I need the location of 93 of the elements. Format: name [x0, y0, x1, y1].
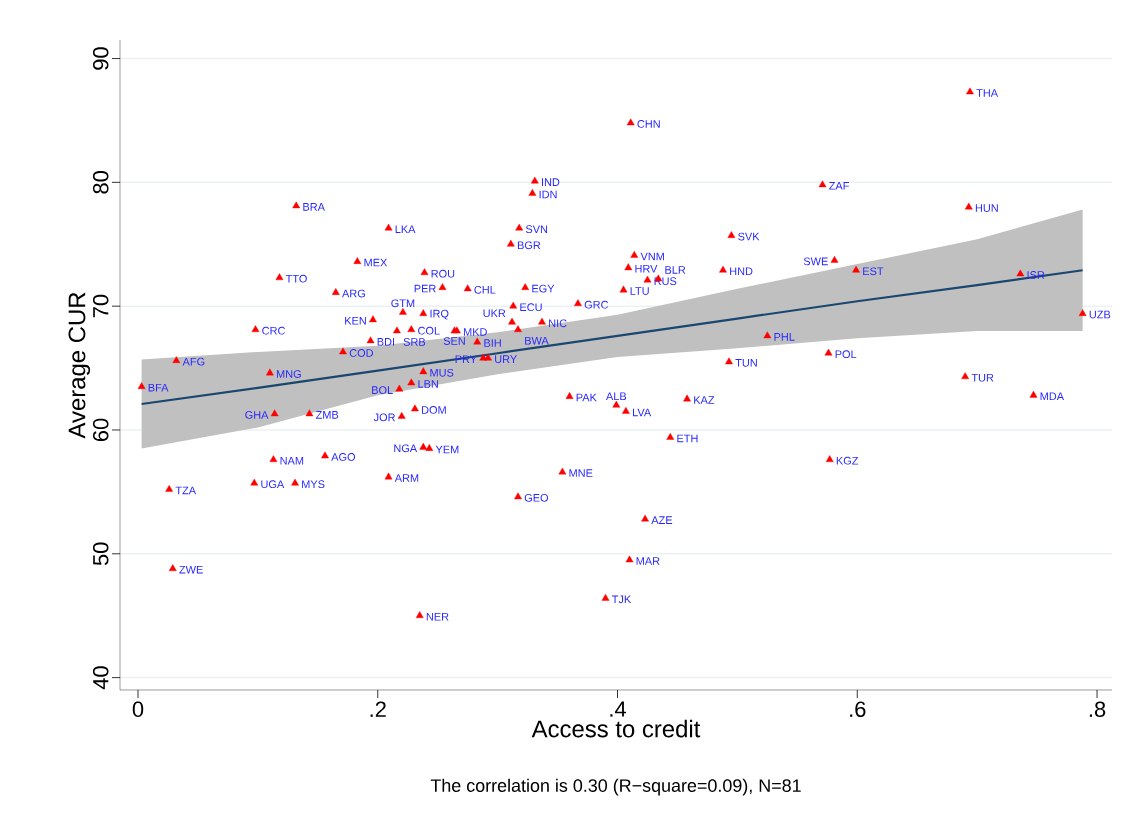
- annotation: HND: [730, 267, 753, 276]
- annotation: DOM: [422, 406, 446, 414]
- annotation: EST: [863, 267, 884, 276]
- annotation: UZB: [1089, 310, 1111, 319]
- y-axis-title: Average CUR: [68, 292, 91, 439]
- annotation: GTM: [391, 299, 415, 308]
- annotation: NIC: [549, 319, 567, 328]
- annotation: UKR: [483, 309, 506, 318]
- y-tick-label: 70: [92, 294, 109, 318]
- annotation: TTO: [285, 274, 307, 283]
- annotation: NER: [426, 612, 449, 621]
- annotation: MNG: [276, 370, 301, 378]
- annotation: ZAF: [829, 182, 849, 190]
- annotation: BDI: [377, 338, 395, 346]
- annotation: AZE: [651, 516, 673, 524]
- annotation: IND: [542, 178, 560, 186]
- annotation: ECU: [520, 303, 542, 312]
- annotation: THA: [976, 89, 999, 97]
- annotation: ZWE: [179, 565, 203, 574]
- annotation: UGA: [261, 480, 285, 489]
- annotation: LKA: [395, 225, 416, 233]
- x-tick-label: .8: [1089, 701, 1106, 718]
- annotation: GRC: [584, 300, 609, 309]
- annotation: JOR: [373, 413, 396, 422]
- annotation: PER: [414, 284, 436, 293]
- y-tick-label: 80: [92, 171, 109, 194]
- annotation: IDN: [539, 190, 557, 199]
- annotation: COD: [349, 349, 374, 357]
- annotation: TUN: [735, 359, 757, 367]
- annotation: AGO: [331, 453, 356, 461]
- annotation: ARG: [342, 289, 365, 298]
- y-tick-label: 90: [92, 47, 109, 70]
- annotation: GHA: [245, 411, 269, 419]
- annotation: SVN: [525, 225, 548, 234]
- annotation: EGY: [532, 284, 555, 293]
- annotation: COL: [418, 326, 440, 335]
- annotation: MUS: [430, 368, 454, 377]
- y-tick-label: 50: [92, 542, 109, 566]
- annotation: KEN: [345, 317, 366, 325]
- annotation: SWE: [803, 257, 828, 266]
- annotation: GEO: [524, 493, 549, 502]
- annotation: LVA: [633, 408, 652, 417]
- annotation: PAK: [576, 393, 597, 402]
- annotation: TZA: [175, 486, 197, 495]
- annotation: CHL: [474, 285, 496, 294]
- annotation: BIH: [484, 339, 501, 347]
- x-tick-label: .2: [370, 701, 386, 717]
- annotation: BOL: [372, 386, 393, 394]
- x-tick-label: .6: [850, 701, 866, 718]
- annotation: ALB: [605, 392, 627, 401]
- annotation: KGZ: [836, 456, 859, 465]
- annotation: URY: [495, 355, 517, 363]
- annotation: POL: [835, 350, 857, 359]
- annotation: MAR: [636, 557, 660, 565]
- annotation: SVK: [738, 232, 760, 241]
- annotation: BFA: [148, 383, 169, 392]
- annotation: MYS: [302, 480, 325, 489]
- annotation: BLR: [665, 266, 686, 274]
- annotation: ROU: [431, 269, 455, 278]
- x-axis-title: Access to credit: [531, 719, 701, 738]
- annotation: SEN: [443, 337, 465, 345]
- annotation: CHN: [637, 120, 660, 128]
- annotation: AFG: [182, 357, 205, 366]
- annotation: MDA: [1040, 392, 1065, 401]
- annotation: KAZ: [694, 396, 715, 404]
- annotation: MKD: [463, 328, 487, 336]
- y-tick-label: 40: [92, 666, 109, 690]
- annotation: ZMB: [315, 411, 339, 419]
- annotation: HRV: [635, 265, 658, 273]
- annotation: SRB: [403, 338, 426, 346]
- y-tick-label: 60: [92, 418, 109, 442]
- annotation: HUN: [975, 204, 998, 212]
- x-tick-label: 0: [132, 701, 144, 718]
- annotation: PHL: [774, 333, 795, 341]
- annotation: CRC: [262, 326, 285, 335]
- annotation: IRQ: [430, 309, 449, 320]
- annotation: BGR: [517, 241, 541, 250]
- annotation: NGA: [394, 444, 418, 453]
- annotation: BWA: [525, 336, 549, 345]
- annotation: NAM: [280, 456, 304, 465]
- annotation: LBN: [418, 380, 438, 388]
- text: The correlation is 0.30 (R−square=0.09), N=81: [430, 778, 801, 796]
- annotation: VNM: [640, 252, 664, 261]
- annotation: TJK: [611, 595, 632, 604]
- x-tick-label: .4: [610, 701, 627, 717]
- annotation: ARM: [394, 474, 419, 482]
- annotation: YEM: [435, 445, 459, 454]
- annotation: MNE: [569, 469, 593, 477]
- annotation: ETH: [677, 434, 698, 443]
- annotation: LTU: [630, 287, 649, 295]
- annotation: MEX: [364, 258, 388, 267]
- annotation: BRA: [303, 203, 325, 211]
- annotation: TUR: [971, 373, 994, 382]
